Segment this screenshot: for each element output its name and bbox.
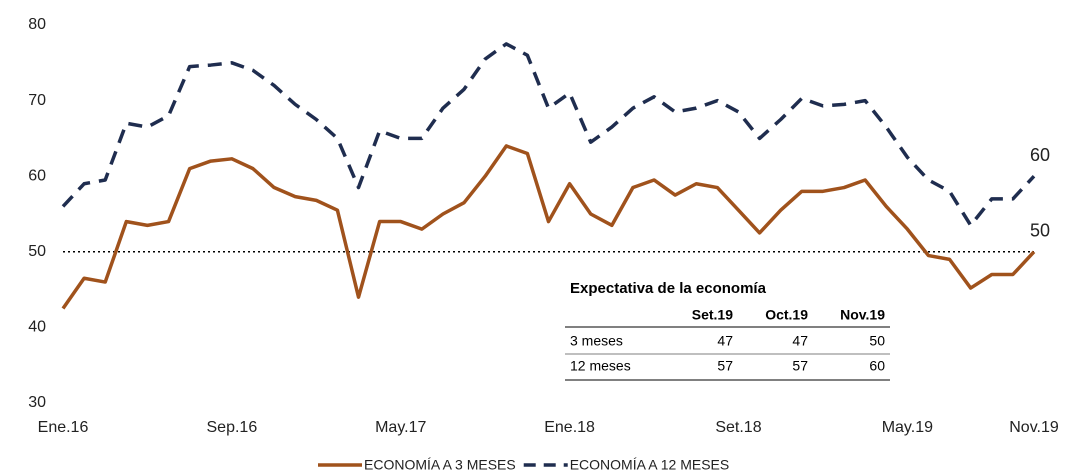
- y-tick-label: 80: [28, 16, 46, 33]
- y-tick-label: 40: [28, 319, 46, 336]
- table-cell: 47: [717, 333, 733, 349]
- table-cell: 57: [792, 358, 808, 374]
- x-tick-label: Ene.18: [544, 419, 595, 436]
- y-tick-label: 60: [28, 167, 46, 184]
- x-tick-label: Ene.16: [38, 419, 89, 436]
- legend-label: ECONOMÍA A 12 MESES: [570, 457, 730, 473]
- series-line: [61, 144, 1036, 310]
- table-row-label: 12 meses: [570, 358, 631, 374]
- table-cell: 57: [717, 358, 733, 374]
- table-cell: 47: [792, 333, 808, 349]
- x-tick-label: May.19: [882, 419, 933, 436]
- x-tick-label: Set.18: [715, 419, 761, 436]
- table-cell: 60: [869, 358, 885, 374]
- x-tick-label: Sep.16: [207, 419, 258, 436]
- x-tick-label: May.17: [375, 419, 426, 436]
- series-line: [61, 42, 1036, 228]
- table-title: Expectativa de la economía: [570, 280, 767, 297]
- table-header: Set.19: [692, 307, 733, 323]
- y-tick-label: 50: [28, 243, 46, 260]
- x-tick-label: Nov.19: [1009, 419, 1059, 436]
- end-label: 60: [1030, 145, 1050, 165]
- legend-label: ECONOMÍA A 3 MESES: [364, 457, 516, 473]
- end-label: 50: [1030, 221, 1050, 241]
- y-tick-label: 30: [28, 394, 46, 411]
- y-tick-label: 70: [28, 92, 46, 109]
- table-cell: 50: [869, 333, 885, 349]
- table-header: Nov.19: [840, 307, 885, 323]
- table-row-label: 3 meses: [570, 333, 623, 349]
- table-header: Oct.19: [765, 307, 808, 323]
